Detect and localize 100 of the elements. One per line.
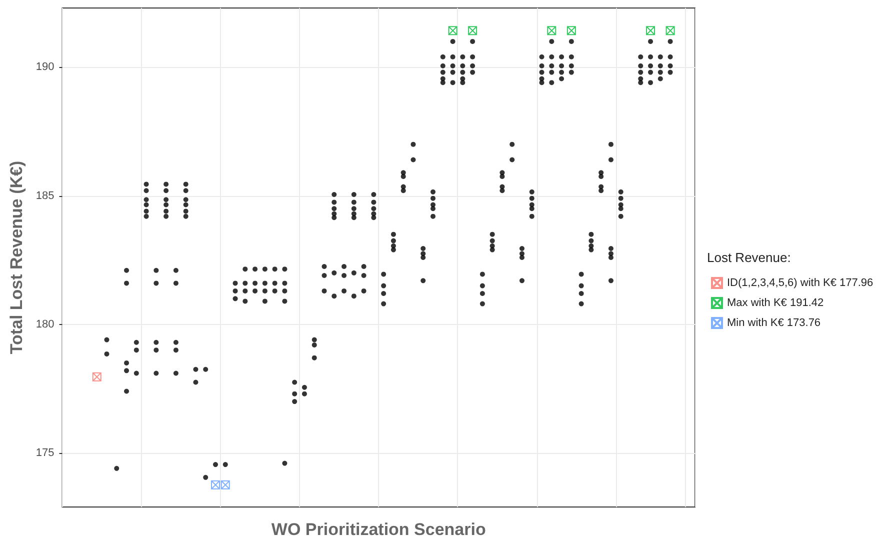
point bbox=[134, 340, 139, 345]
point bbox=[638, 80, 644, 86]
point bbox=[440, 70, 446, 75]
point bbox=[460, 80, 466, 86]
point bbox=[549, 70, 554, 75]
point bbox=[588, 238, 594, 244]
point bbox=[292, 391, 298, 396]
point bbox=[144, 202, 149, 208]
legend-title: Lost Revenue: bbox=[707, 250, 791, 265]
point bbox=[390, 232, 396, 237]
point bbox=[480, 301, 485, 306]
point bbox=[578, 301, 584, 306]
point bbox=[566, 26, 576, 36]
point bbox=[242, 266, 248, 272]
point bbox=[568, 54, 574, 60]
point bbox=[470, 54, 476, 60]
point bbox=[252, 288, 258, 294]
point bbox=[559, 76, 564, 82]
point bbox=[608, 246, 614, 251]
point bbox=[400, 188, 406, 194]
point bbox=[381, 301, 386, 306]
x-axis-title: WO Prioritization Scenario bbox=[271, 520, 486, 539]
point bbox=[312, 342, 317, 348]
point bbox=[648, 70, 654, 75]
point bbox=[124, 280, 130, 286]
point bbox=[124, 268, 130, 273]
point bbox=[510, 142, 515, 147]
point bbox=[646, 26, 656, 36]
point bbox=[608, 278, 614, 284]
point bbox=[154, 348, 159, 353]
point bbox=[648, 54, 654, 60]
point bbox=[638, 63, 644, 68]
point bbox=[322, 264, 327, 269]
point bbox=[183, 202, 188, 208]
point bbox=[450, 70, 456, 75]
point bbox=[510, 157, 515, 162]
point bbox=[210, 480, 220, 490]
point bbox=[272, 266, 278, 272]
point bbox=[588, 247, 594, 252]
point bbox=[618, 206, 624, 212]
point bbox=[420, 255, 426, 260]
point bbox=[430, 189, 436, 194]
point bbox=[658, 63, 663, 68]
point bbox=[410, 142, 416, 147]
point bbox=[173, 280, 178, 286]
point bbox=[371, 200, 376, 205]
point bbox=[490, 232, 495, 237]
point bbox=[164, 182, 169, 187]
point bbox=[598, 188, 604, 194]
point bbox=[549, 63, 554, 68]
point bbox=[480, 291, 485, 296]
point bbox=[410, 157, 416, 162]
point bbox=[302, 384, 307, 390]
point bbox=[232, 288, 238, 294]
point bbox=[164, 188, 169, 194]
point bbox=[292, 380, 298, 385]
point bbox=[332, 270, 337, 276]
point bbox=[144, 182, 149, 187]
point bbox=[578, 283, 584, 288]
point bbox=[450, 80, 456, 86]
point bbox=[480, 272, 485, 277]
point bbox=[332, 206, 337, 212]
point bbox=[539, 70, 544, 75]
point bbox=[578, 272, 584, 277]
point bbox=[529, 189, 534, 194]
point bbox=[588, 232, 594, 237]
point bbox=[220, 480, 230, 490]
point bbox=[371, 215, 376, 220]
point bbox=[618, 214, 624, 219]
point bbox=[361, 264, 366, 269]
point bbox=[529, 214, 534, 219]
point bbox=[232, 296, 238, 302]
point bbox=[568, 38, 574, 44]
point bbox=[351, 206, 356, 212]
point bbox=[450, 54, 456, 60]
point bbox=[183, 182, 188, 187]
point bbox=[381, 272, 386, 277]
point bbox=[371, 206, 376, 212]
point bbox=[500, 174, 505, 179]
point bbox=[164, 208, 169, 214]
point bbox=[252, 266, 258, 272]
point bbox=[539, 54, 544, 60]
point bbox=[124, 388, 130, 394]
point bbox=[332, 294, 337, 299]
y-tick-label: 175 bbox=[36, 446, 54, 459]
point bbox=[658, 76, 663, 82]
point bbox=[381, 291, 386, 296]
point bbox=[450, 38, 456, 44]
point bbox=[164, 214, 169, 219]
point bbox=[173, 348, 178, 353]
point bbox=[154, 268, 159, 273]
point bbox=[124, 368, 130, 374]
point bbox=[114, 466, 120, 471]
point bbox=[262, 288, 268, 294]
point bbox=[559, 63, 564, 68]
point bbox=[193, 366, 198, 372]
point bbox=[134, 348, 139, 353]
point bbox=[430, 196, 436, 201]
point bbox=[470, 70, 476, 75]
point bbox=[371, 192, 376, 197]
